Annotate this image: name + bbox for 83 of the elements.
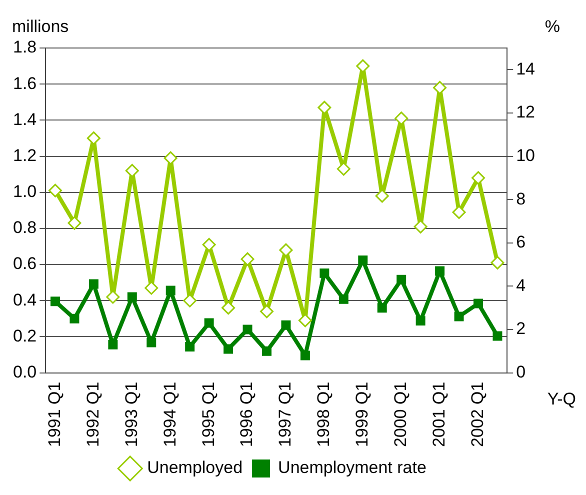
y2-tick-label: 14 [516, 59, 536, 78]
y2-tick-label: 2 [516, 319, 526, 338]
x-tick-label: 1992 Q1 [83, 382, 102, 448]
point [279, 243, 293, 257]
y-tick-label: 0.0 [12, 362, 37, 382]
y2-axis-title: % [544, 17, 560, 36]
point [204, 318, 214, 328]
point [166, 286, 176, 296]
point [262, 346, 272, 356]
x-tick-label: 1999 Q1 [352, 382, 372, 448]
point [108, 340, 118, 350]
point [338, 294, 348, 304]
x-tick-label: 2001 Q1 [429, 382, 448, 448]
legend-label: Unemployed [147, 458, 243, 478]
point [202, 238, 216, 252]
point [146, 338, 156, 348]
point [125, 164, 139, 178]
x-tick-label: 1993 Q1 [122, 382, 141, 448]
y-axis-title: millions [12, 17, 69, 36]
point [48, 184, 62, 198]
point [240, 252, 254, 266]
point [300, 350, 310, 360]
point [68, 216, 82, 230]
y2-tick-label: 8 [516, 189, 526, 208]
y-tick-label: 1.0 [12, 182, 37, 202]
point [183, 294, 197, 308]
point [127, 292, 137, 302]
point [298, 314, 312, 328]
point [106, 290, 120, 304]
point [185, 342, 195, 352]
point [433, 80, 447, 94]
x-tick-label: 1997 Q1 [276, 382, 295, 448]
point [88, 279, 98, 289]
point [336, 162, 350, 176]
point [356, 59, 370, 73]
point [144, 281, 158, 295]
point [164, 151, 178, 165]
y2-tick-label: 12 [516, 102, 536, 122]
y-tick-label: 0.4 [12, 290, 37, 310]
point [320, 268, 330, 278]
y-tick-label: 1.2 [12, 146, 37, 165]
point [490, 256, 504, 270]
x-tick-label: 1998 Q1 [314, 382, 334, 448]
point [70, 314, 80, 324]
y-tick-label: 0.6 [12, 254, 37, 274]
point [222, 301, 236, 315]
point [242, 324, 252, 334]
point [472, 171, 485, 185]
x-axis-title: Y-Q [547, 390, 576, 409]
x-tick-label: 2002 Q1 [468, 382, 487, 448]
point [474, 298, 483, 308]
y2-tick-label: 6 [516, 232, 526, 252]
point [394, 112, 408, 126]
point [452, 205, 466, 219]
point [492, 331, 502, 341]
legend-label: Unemployment rate [278, 458, 426, 478]
x-tick-label: 1995 Q1 [198, 382, 218, 448]
point [396, 274, 406, 284]
point [435, 266, 445, 276]
x-tick-label: 1991 Q1 [44, 382, 64, 448]
y2-tick-label: 0 [516, 362, 526, 382]
point [260, 304, 274, 318]
x-tick-label: 1994 Q1 [160, 382, 180, 448]
point [375, 189, 389, 203]
point [414, 220, 428, 234]
point [281, 320, 291, 330]
y-tick-label: 0.2 [12, 326, 37, 346]
y-tick-label: 0.8 [12, 218, 37, 238]
x-tick-label: 2000 Q1 [391, 382, 410, 448]
y-tick-label: 1.6 [12, 74, 37, 93]
point [318, 100, 332, 114]
point [50, 296, 60, 306]
x-tick-label: 1996 Q1 [237, 382, 256, 448]
y2-tick-label: 10 [516, 146, 536, 165]
point [377, 303, 387, 313]
point [454, 312, 464, 322]
y-tick-label: 1.4 [12, 110, 37, 129]
point [86, 131, 100, 145]
y-tick-label: 1.8 [12, 38, 37, 57]
point [416, 316, 426, 326]
point [224, 344, 234, 354]
y2-tick-label: 4 [516, 276, 526, 295]
point [358, 255, 368, 265]
